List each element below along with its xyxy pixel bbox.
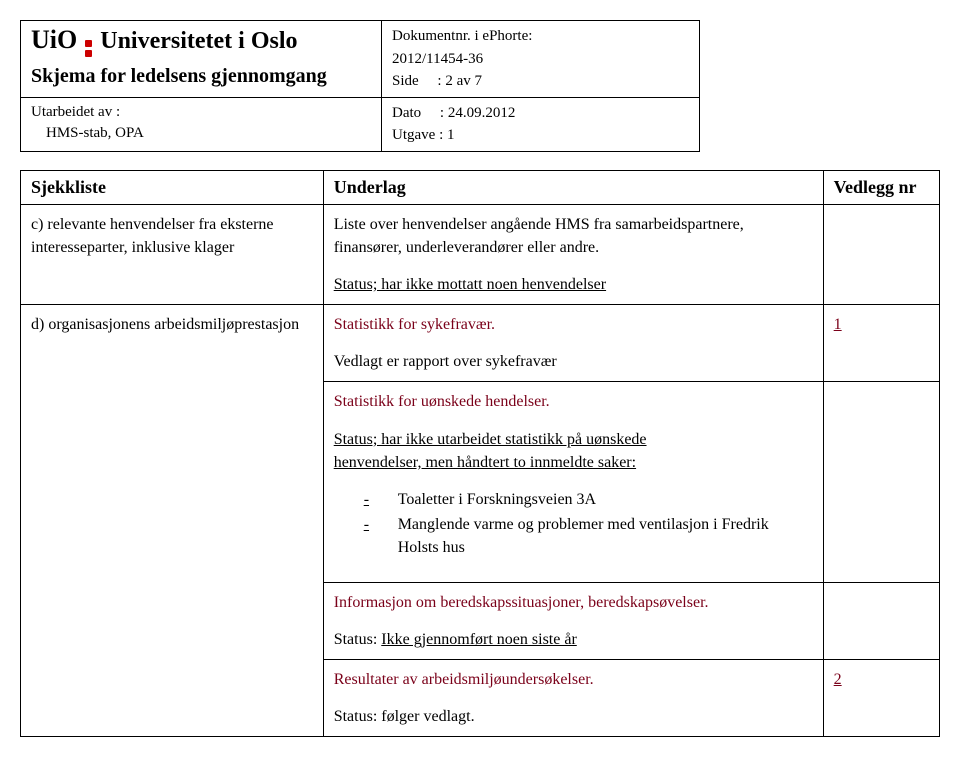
institution-name: Universitetet i Oslo [100, 28, 297, 55]
para: Resultater av arbeidsmiljøundersøkelser. [334, 668, 813, 691]
status-line: henvendelser, men håndtert to innmeldte … [334, 454, 636, 471]
list-item: Manglende varme og problemer med ventila… [364, 513, 813, 559]
list-item: Toaletter i Forskningsveien 3A [364, 488, 813, 511]
status-line: Status; har ikke utarbeidet statistikk p… [334, 431, 647, 448]
status-line: Status: følger vedlagt. [334, 705, 813, 728]
cell-c-left: c) relevante henvendelser fra eksterne i… [21, 204, 324, 305]
cell-d-b2-vedlegg [823, 382, 939, 582]
vedlegg-number: 2 [834, 671, 842, 688]
page: UiO Universitetet i Oslo Dokumentnr. i e… [20, 20, 940, 737]
doc-meta-cell: Dokumentnr. i ePhorte: 2012/11454-36 Sid… [382, 21, 700, 98]
side-label: Side [392, 73, 419, 89]
form-title: Skjema for ledelsens gjennomgang [21, 63, 382, 97]
para: Statistikk for uønskede hendelser. [334, 390, 813, 413]
status-block: Status; har ikke utarbeidet statistikk p… [334, 428, 813, 474]
dato-value: : 24.09.2012 [440, 105, 515, 121]
col-header-vedlegg: Vedlegg nr [823, 170, 939, 204]
status-line: Ikke gjennomført noen siste år [381, 631, 577, 648]
header-table: UiO Universitetet i Oslo Dokumentnr. i e… [20, 20, 700, 152]
utgave-value: : 1 [439, 127, 454, 143]
main-table: Sjekkliste Underlag Vedlegg nr c) releva… [20, 170, 940, 738]
cell-d-b3-vedlegg [823, 582, 939, 659]
vedlegg-number: 1 [834, 316, 842, 333]
cell-d-b3: Informasjon om beredskapssituasjoner, be… [323, 582, 823, 659]
status-block: Status: Ikke gjennomført noen siste år [334, 628, 813, 651]
docnr-label: Dokumentnr. i ePhorte: [392, 25, 689, 48]
table-row: d) organisasjonens arbeidsmiljøprestasjo… [21, 305, 940, 382]
bullet-list: Toaletter i Forskningsveien 3A Manglende… [364, 488, 813, 560]
cell-d-b1: Statistikk for sykefravær. Vedlagt er ra… [323, 305, 823, 382]
col-header-underlag: Underlag [323, 170, 823, 204]
logo-cell: UiO Universitetet i Oslo [21, 21, 382, 64]
col-header-sjekkliste: Sjekkliste [21, 170, 324, 204]
status-line: Status; har ikke mottatt noen henvendels… [334, 276, 606, 293]
author-label: Utarbeidet av : [31, 102, 371, 123]
cell-c-right: Liste over henvendelser angående HMS fra… [323, 204, 823, 305]
dato-label: Dato [392, 105, 421, 121]
cell-d-b4-vedlegg: 2 [823, 659, 939, 736]
logo-row: UiO Universitetet i Oslo [31, 25, 371, 58]
doc-meta-cell-2: Dato : 24.09.2012 Utgave : 1 [382, 97, 700, 151]
para: Vedlagt er rapport over sykefravær [334, 350, 813, 373]
para: Informasjon om beredskapssituasjoner, be… [334, 591, 813, 614]
author-cell: Utarbeidet av : HMS-stab, OPA [21, 97, 382, 151]
author-value: HMS-stab, OPA [46, 125, 144, 141]
cell-d-left: d) organisasjonens arbeidsmiljøprestasjo… [21, 305, 324, 737]
cell-d-b2: Statistikk for uønskede hendelser. Statu… [323, 382, 823, 582]
logo-dots-icon [85, 40, 92, 57]
para: Statistikk for sykefravær. [334, 313, 813, 336]
side-value: : 2 av 7 [437, 73, 482, 89]
docnr-value: 2012/11454-36 [392, 48, 689, 71]
cell-c-vedlegg [823, 204, 939, 305]
institution-abbr: UiO [31, 25, 77, 55]
status-prefix: Status: [334, 631, 382, 648]
cell-d-b1-vedlegg: 1 [823, 305, 939, 382]
utgave-label: Utgave [392, 127, 435, 143]
para: Liste over henvendelser angående HMS fra… [334, 213, 813, 259]
table-row: c) relevante henvendelser fra eksterne i… [21, 204, 940, 305]
cell-d-b4: Resultater av arbeidsmiljøundersøkelser.… [323, 659, 823, 736]
